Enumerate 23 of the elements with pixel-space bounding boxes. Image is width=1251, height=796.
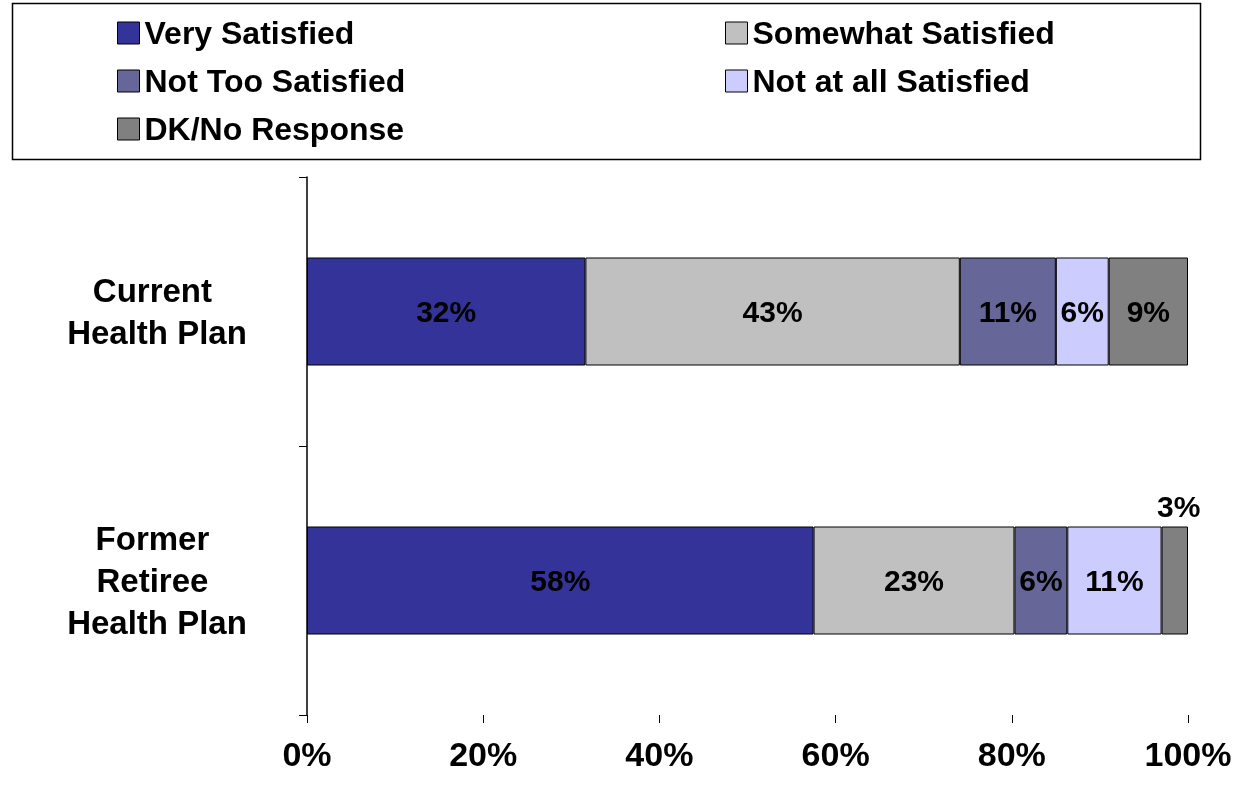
data-label: 3% — [1157, 490, 1201, 523]
data-label: 43% — [742, 295, 803, 328]
x-tick-label: 80% — [977, 735, 1046, 773]
data-label: 6% — [1060, 295, 1104, 328]
y-tick-label: Former Retiree Health Plan — [67, 520, 247, 641]
data-label: 32% — [416, 295, 477, 328]
data-label: 9% — [1126, 295, 1171, 328]
legend-label: Not at all Satisfied — [752, 63, 1030, 99]
data-label: 11% — [978, 295, 1038, 328]
x-tick-label: 100% — [1144, 735, 1232, 773]
legend-label: Not Too Satisfied — [144, 63, 406, 99]
data-label: 6% — [1019, 564, 1063, 597]
x-tick-label: 60% — [801, 735, 870, 773]
data-label: 58% — [530, 564, 591, 597]
legend-label: Somewhat Satisfied — [752, 15, 1055, 51]
data-label: 11% — [1085, 564, 1144, 597]
data-label: 23% — [883, 564, 945, 597]
y-tick-label: Current Health Plan — [67, 272, 247, 351]
legend-label: Very Satisfied — [144, 15, 355, 51]
x-tick-label: 0% — [282, 735, 332, 773]
legend-label: DK/No Response — [144, 111, 405, 147]
x-tick-label: 40% — [625, 735, 694, 773]
x-tick-label: 20% — [449, 735, 518, 773]
